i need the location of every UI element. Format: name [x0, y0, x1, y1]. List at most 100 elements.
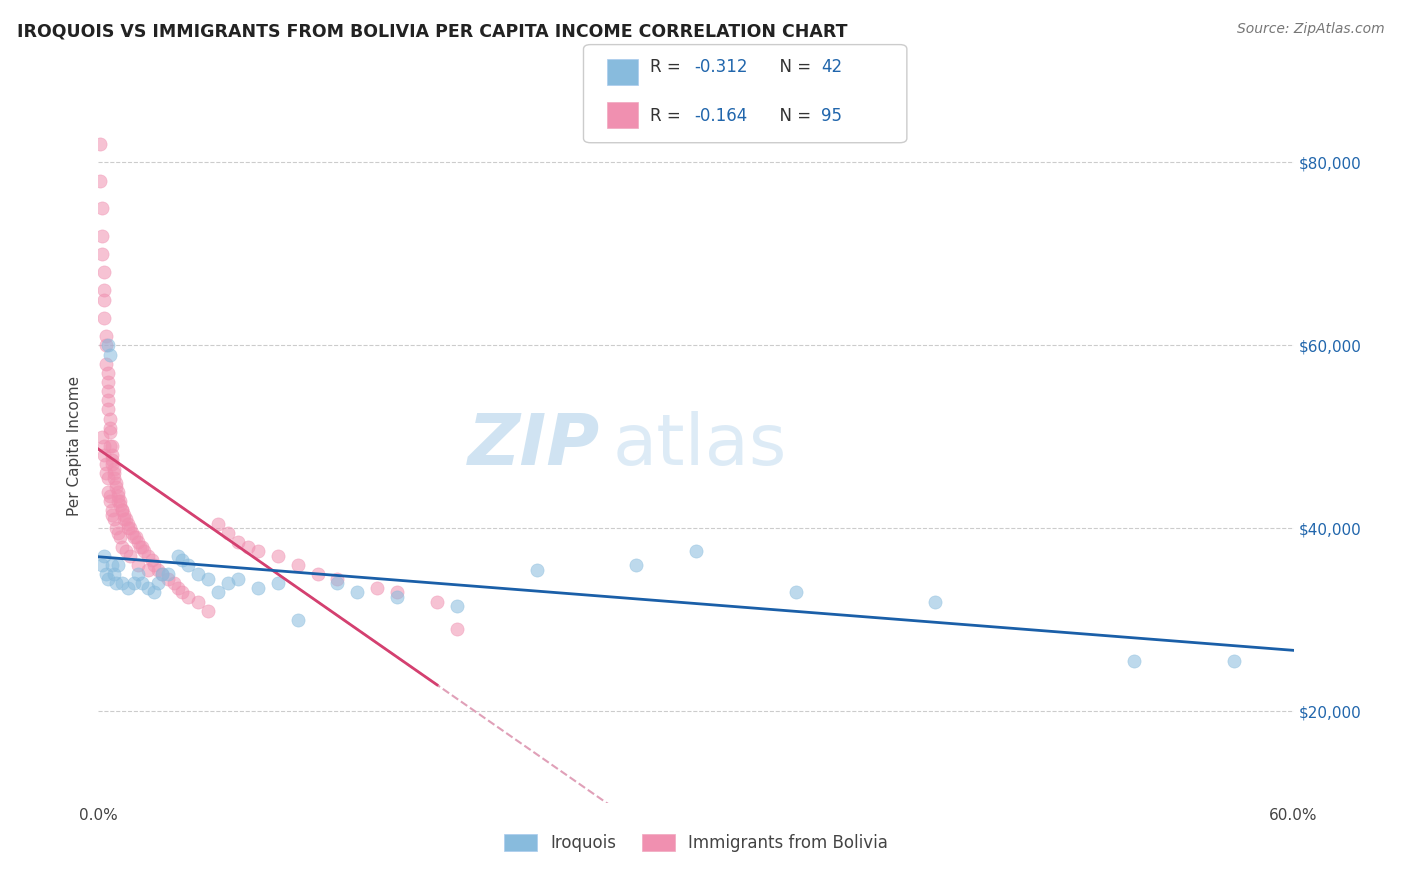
Point [105, 475, 128, 490]
Point [93, 293, 115, 307]
Text: 42: 42 [821, 58, 842, 76]
Point [97, 471, 120, 485]
Point [157, 567, 180, 582]
Point [526, 562, 548, 576]
Point [134, 544, 156, 558]
Point [98, 347, 122, 361]
Point [91, 430, 114, 444]
Point [110, 531, 132, 545]
Point [97, 572, 120, 586]
Point [167, 581, 190, 595]
Point [446, 622, 468, 636]
Point [107, 558, 129, 572]
Point [97, 402, 120, 417]
Point [267, 549, 290, 563]
Point [626, 558, 648, 572]
Point [187, 567, 209, 582]
Point [93, 549, 115, 563]
Text: IROQUOIS VS IMMIGRANTS FROM BOLIVIA PER CAPITA INCOME CORRELATION CHART: IROQUOIS VS IMMIGRANTS FROM BOLIVIA PER … [17, 22, 848, 40]
Point [136, 549, 159, 563]
Point [187, 594, 209, 608]
Point [385, 585, 409, 599]
Point [93, 448, 115, 462]
Point [785, 585, 807, 599]
Text: ZIP: ZIP [468, 411, 600, 481]
Point [98, 411, 122, 425]
Point [89, 174, 111, 188]
Point [96, 329, 118, 343]
Point [246, 581, 269, 595]
Point [107, 489, 129, 503]
Point [1123, 654, 1146, 668]
Point [226, 535, 249, 549]
Point [117, 581, 139, 595]
Point [98, 494, 122, 508]
Point [101, 452, 124, 467]
Point [96, 567, 118, 582]
Point [103, 512, 125, 526]
Point [172, 553, 194, 567]
Point [131, 540, 153, 554]
Point [91, 558, 114, 572]
Point [98, 425, 122, 440]
Point [287, 558, 309, 572]
Point [111, 503, 134, 517]
Point [157, 572, 180, 586]
Point [326, 572, 349, 586]
Point [117, 516, 139, 531]
Point [91, 201, 114, 215]
Point [98, 489, 122, 503]
Point [124, 531, 146, 545]
Point [143, 585, 166, 599]
Point [93, 310, 115, 325]
Point [103, 462, 125, 476]
Point [107, 525, 129, 540]
Point [112, 512, 135, 526]
Point [97, 484, 120, 499]
Point [101, 508, 124, 522]
Point [131, 576, 153, 591]
Point [97, 338, 120, 352]
Point [93, 439, 115, 453]
Point [307, 567, 329, 582]
Point [111, 540, 134, 554]
Point [103, 467, 125, 481]
Point [96, 357, 118, 371]
Point [96, 338, 118, 352]
Point [385, 590, 409, 604]
Point [91, 228, 114, 243]
Point [103, 567, 125, 582]
Point [177, 590, 200, 604]
Point [97, 366, 120, 380]
Point [197, 572, 219, 586]
Point [167, 549, 190, 563]
Point [217, 576, 239, 591]
Point [112, 508, 135, 522]
Point [121, 525, 143, 540]
Text: R =: R = [650, 58, 686, 76]
Point [120, 521, 142, 535]
Point [267, 576, 290, 591]
Text: R =: R = [650, 107, 686, 125]
Point [115, 544, 138, 558]
Point [103, 471, 125, 485]
Point [127, 535, 149, 549]
Point [96, 467, 118, 481]
Point [101, 558, 124, 572]
Point [97, 384, 120, 398]
Text: N =: N = [769, 58, 817, 76]
Legend: Iroquois, Immigrants from Bolivia: Iroquois, Immigrants from Bolivia [498, 827, 894, 859]
Point [105, 480, 128, 494]
Text: Source: ZipAtlas.com: Source: ZipAtlas.com [1237, 22, 1385, 37]
Point [105, 576, 128, 591]
Point [346, 585, 368, 599]
Y-axis label: Per Capita Income: Per Capita Income [67, 376, 83, 516]
Point [217, 525, 239, 540]
Point [107, 484, 129, 499]
Point [98, 439, 122, 453]
Point [163, 576, 186, 591]
Point [98, 420, 122, 434]
Text: -0.164: -0.164 [695, 107, 748, 125]
Point [91, 247, 114, 261]
Point [207, 516, 229, 531]
